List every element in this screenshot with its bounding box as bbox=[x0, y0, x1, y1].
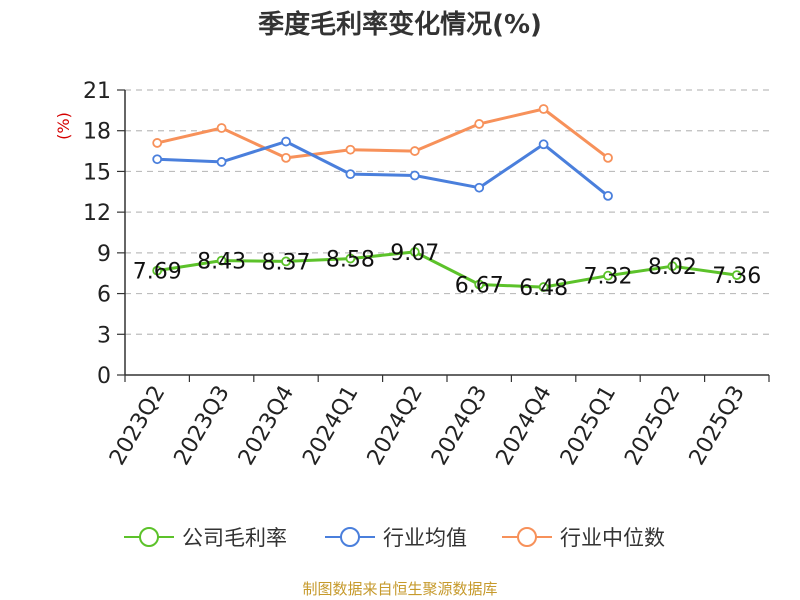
x-tick-label: 2023Q4 bbox=[234, 382, 299, 470]
data-point bbox=[731, 270, 742, 281]
source-note: 制图数据来自恒生聚源数据库 bbox=[302, 580, 498, 598]
data-point bbox=[345, 169, 356, 180]
legend-item-company-margin[interactable]: 公司毛利率 bbox=[122, 521, 287, 553]
legend-item-industry-median[interactable]: 行业中位数 bbox=[500, 521, 665, 553]
x-tick-label: 2024Q1 bbox=[298, 382, 363, 470]
grid-lines bbox=[125, 89, 769, 335]
data-point bbox=[603, 152, 613, 163]
data-label: 7.32 bbox=[584, 265, 633, 290]
legend-line-marker-icon bbox=[124, 527, 174, 547]
data-point bbox=[409, 247, 420, 257]
x-tick-label: 2023Q2 bbox=[105, 382, 170, 470]
data-labels: 7.69 8.43 8.37 8.58 9.07 6.67 6.48 7.32 8.02 7.36 bbox=[133, 241, 762, 301]
data-point bbox=[603, 270, 613, 281]
x-tick-label: 2025Q2 bbox=[620, 382, 685, 470]
data-point bbox=[152, 138, 163, 148]
data-label: 8.58 bbox=[326, 248, 375, 273]
data-point bbox=[281, 256, 291, 267]
data-label: 9.07 bbox=[390, 241, 439, 266]
data-point bbox=[474, 119, 485, 129]
data-point bbox=[216, 157, 227, 167]
data-point bbox=[538, 282, 549, 292]
y-tick-label: 12 bbox=[83, 201, 111, 226]
data-point bbox=[152, 265, 163, 276]
x-tick-label: 2024Q2 bbox=[363, 382, 428, 470]
legend-label: 行业均值 bbox=[383, 526, 467, 550]
data-point bbox=[409, 170, 420, 181]
series-line-2 bbox=[156, 107, 609, 160]
legend-line-marker-icon bbox=[325, 527, 375, 547]
legend-line-marker-icon bbox=[502, 527, 552, 547]
data-point bbox=[474, 182, 485, 193]
data-point bbox=[345, 144, 356, 155]
data-point bbox=[538, 139, 549, 150]
x-tick-label: 2024Q3 bbox=[427, 382, 492, 470]
y-tick-label: 21 bbox=[83, 79, 111, 104]
data-label: 8.43 bbox=[197, 250, 246, 275]
legend-item-industry-mean[interactable]: 行业均值 bbox=[323, 521, 467, 553]
data-point bbox=[216, 255, 227, 266]
data-point bbox=[538, 104, 549, 114]
data-label: 6.67 bbox=[455, 273, 504, 298]
x-tick-label: 2023Q3 bbox=[169, 382, 234, 470]
y-tick-label: 9 bbox=[97, 242, 111, 267]
y-tick-label: 15 bbox=[83, 160, 111, 185]
y-tick-label: 0 bbox=[97, 364, 111, 389]
y-tick-label: 3 bbox=[97, 323, 111, 348]
data-label: 7.69 bbox=[133, 260, 182, 285]
legend: 公司毛利率 行业均值 行业中位数 bbox=[0, 521, 800, 553]
y-axis-unit: (%) bbox=[54, 112, 73, 140]
data-label: 6.48 bbox=[519, 276, 568, 301]
data-point bbox=[216, 123, 227, 133]
data-point bbox=[603, 190, 613, 201]
legend-label: 公司毛利率 bbox=[182, 526, 287, 550]
y-tick-label: 18 bbox=[83, 120, 111, 145]
data-point bbox=[281, 136, 291, 147]
data-point bbox=[152, 154, 163, 165]
chart-title: 季度毛利率变化情况(%) bbox=[258, 10, 542, 40]
data-label: 8.37 bbox=[262, 250, 311, 275]
x-tick-label: 2024Q4 bbox=[491, 382, 556, 470]
series-line-0 bbox=[156, 250, 738, 289]
x-tick-label: 2025Q3 bbox=[685, 382, 750, 470]
data-point bbox=[474, 279, 485, 290]
legend-label: 行业中位数 bbox=[560, 526, 665, 550]
data-point bbox=[667, 261, 678, 272]
x-tick-label: 2025Q1 bbox=[556, 382, 621, 470]
data-label: 8.02 bbox=[648, 255, 697, 280]
data-label: 7.36 bbox=[712, 264, 761, 289]
series-lines bbox=[152, 104, 742, 292]
series-line-1 bbox=[157, 140, 609, 198]
data-point bbox=[409, 146, 420, 156]
data-point bbox=[345, 253, 356, 264]
y-tick-label: 6 bbox=[97, 283, 111, 308]
data-point bbox=[281, 152, 291, 163]
